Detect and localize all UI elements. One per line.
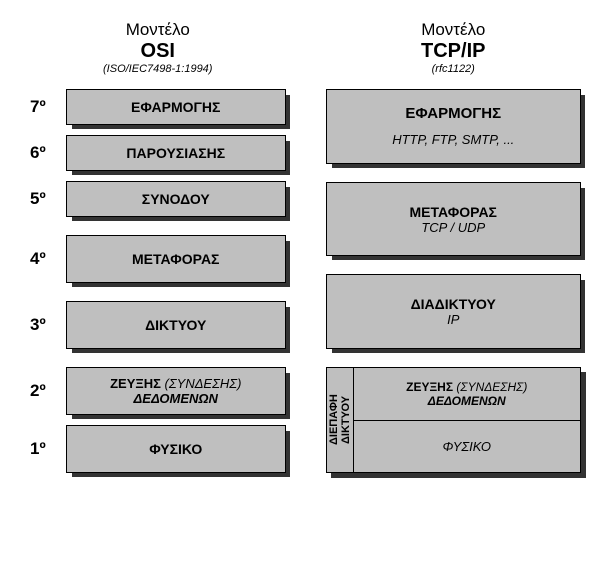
osi-layer-1-box: ΦΥΣΙΚΟ: [66, 425, 286, 473]
osi-layer-5-box: ΣΥΝΟΔΟΥ: [66, 181, 286, 217]
osi-header: Μοντέλο OSI (ISO/IEC7498-1:1994): [30, 20, 286, 75]
osi-layer-2-title2: ΔΕΔΟΜΕΝΩΝ: [73, 391, 279, 406]
osi-layer-3-box: ΔΙΚΤΥΟΥ: [66, 301, 286, 349]
osi-column: Μοντέλο OSI (ISO/IEC7498-1:1994) 7º ΕΦΑΡ…: [30, 20, 286, 473]
osi-layer-7-title: ΕΦΑΡΜΟΓΗΣ: [73, 99, 279, 115]
tcpip-transport-title: ΜΕΤΑΦΟΡΑΣ: [333, 204, 575, 220]
osi-layer-6-num: 6º: [30, 143, 56, 163]
osi-model-spec: (ISO/IEC7498-1:1994): [30, 63, 286, 75]
tcpip-iface-physical: ΦΥΣΙΚΟ: [354, 421, 582, 474]
osi-layer-3-title: ΔΙΚΤΥΟΥ: [73, 317, 279, 333]
osi-layer-2-num: 2º: [30, 381, 56, 401]
tcpip-header: Μοντέλο TCP/IP (rfc1122): [326, 20, 582, 75]
osi-layer-1-title: ΦΥΣΙΚΟ: [73, 441, 279, 457]
tcpip-model-name: TCP/IP: [326, 40, 582, 63]
osi-layer-7-box: ΕΦΑΡΜΟΓΗΣ: [66, 89, 286, 125]
osi-layer-6-box: ΠΑΡΟΥΣΙΑΣΗΣ: [66, 135, 286, 171]
tcpip-internet-sub: IP: [333, 312, 575, 327]
osi-layer-4-title: ΜΕΤΑΦΟΡΑΣ: [73, 251, 279, 267]
osi-layer-2-box: ΖΕΥΞΗΣ (ΣΥΝΔΕΣΗΣ) ΔΕΔΟΜΕΝΩΝ: [66, 367, 286, 415]
osi-model-name: OSI: [30, 40, 286, 63]
osi-layer-2-title: ΖΕΥΞΗΣ (ΣΥΝΔΕΣΗΣ): [73, 376, 279, 391]
osi-layer-1-row: 1º ΦΥΣΙΚΟ: [30, 425, 286, 473]
osi-layer-2-row: 2º ΖΕΥΞΗΣ (ΣΥΝΔΕΣΗΣ) ΔΕΔΟΜΕΝΩΝ: [30, 367, 286, 415]
osi-layer-5-title: ΣΥΝΟΔΟΥ: [73, 191, 279, 207]
tcpip-model-label: Μοντέλο: [326, 20, 582, 40]
osi-layer-4-row: 4º ΜΕΤΑΦΟΡΑΣ: [30, 235, 286, 283]
tcpip-iface-datalink: ΖΕΥΞΗΣ (ΣΥΝΔΕΣΗΣ) ΔΕΔΟΜΕΝΩΝ: [354, 367, 582, 421]
osi-layer-4-box: ΜΕΤΑΦΟΡΑΣ: [66, 235, 286, 283]
tcpip-transport-box: ΜΕΤΑΦΟΡΑΣ TCP / UDP: [326, 182, 582, 257]
tcpip-iface-box: ΔΙΕΠΑΦΗ ΔΙΚΤΥΟΥ ΖΕΥΞΗΣ (ΣΥΝΔΕΣΗΣ) ΔΕΔΟΜΕ…: [326, 367, 582, 473]
osi-layer-6-row: 6º ΠΑΡΟΥΣΙΑΣΗΣ: [30, 135, 286, 171]
tcpip-internet-title: ΔΙΑΔΙΚΤΥΟΥ: [333, 296, 575, 312]
tcpip-application-sub: HTTP, FTP, SMTP, ...: [333, 132, 575, 147]
osi-layer-5-num: 5º: [30, 189, 56, 209]
tcpip-iface-side-label: ΔΙΕΠΑΦΗ ΔΙΚΤΥΟΥ: [326, 367, 354, 473]
tcpip-model-spec: (rfc1122): [326, 63, 582, 75]
osi-layer-5-row: 5º ΣΥΝΟΔΟΥ: [30, 181, 286, 217]
osi-layer-7-num: 7º: [30, 97, 56, 117]
tcpip-application-title: ΕΦΑΡΜΟΓΗΣ: [333, 105, 575, 122]
osi-layer-3-row: 3º ΔΙΚΤΥΟΥ: [30, 301, 286, 349]
osi-layer-6-title: ΠΑΡΟΥΣΙΑΣΗΣ: [73, 145, 279, 161]
tcpip-application-box: ΕΦΑΡΜΟΓΗΣ HTTP, FTP, SMTP, ...: [326, 89, 582, 164]
osi-layer-1-num: 1º: [30, 439, 56, 459]
osi-layer-3-num: 3º: [30, 315, 56, 335]
tcpip-column: Μοντέλο TCP/IP (rfc1122) ΕΦΑΡΜΟΓΗΣ HTTP,…: [326, 20, 582, 473]
osi-layer-4-num: 4º: [30, 249, 56, 269]
osi-model-label: Μοντέλο: [30, 20, 286, 40]
tcpip-internet-box: ΔΙΑΔΙΚΤΥΟΥ IP: [326, 274, 582, 349]
osi-layer-7-row: 7º ΕΦΑΡΜΟΓΗΣ: [30, 89, 286, 125]
tcpip-transport-sub: TCP / UDP: [333, 220, 575, 235]
